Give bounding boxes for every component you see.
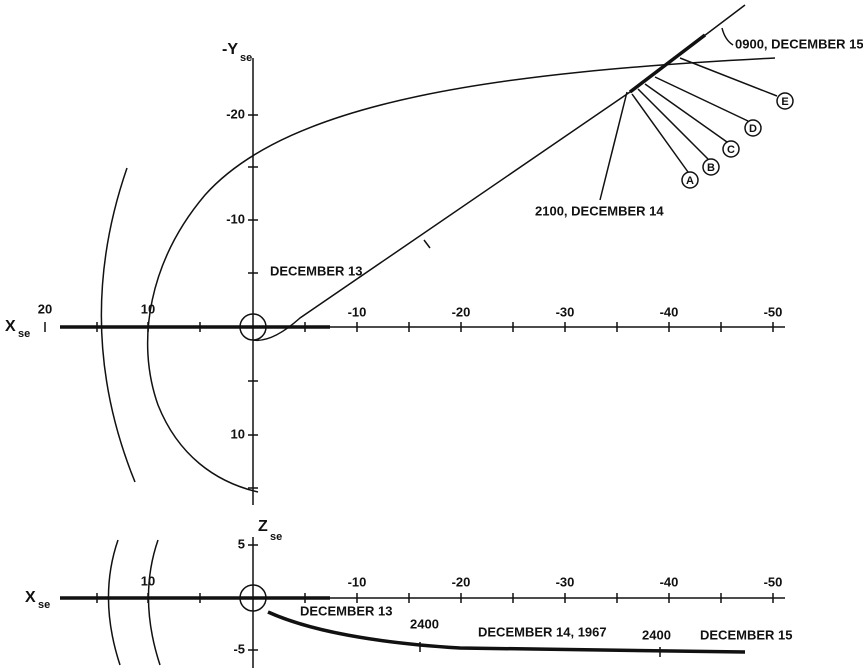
trajectory-thick xyxy=(628,33,707,94)
x-tick-label: 20 xyxy=(38,301,52,316)
x-axis-subscript: se xyxy=(18,328,30,340)
marker: D xyxy=(749,123,757,135)
y-tick-label: 10 xyxy=(231,426,245,441)
marker: C xyxy=(727,144,735,156)
top-plot: A B C D E X se -Y se 20 10 -10 -20 -30 -… xyxy=(5,4,863,505)
ticks xyxy=(96,544,774,657)
annotation: 2400 xyxy=(642,627,671,642)
marker: E xyxy=(781,96,788,108)
annotation: DECEMBER 15 xyxy=(700,627,792,642)
bottom-plot: X se Z se 10 -10 -20 -30 -40 -50 5 -5 DE… xyxy=(25,518,792,668)
annotation: DECEMBER 14, 1967 xyxy=(478,624,607,639)
x-tick-label: -10 xyxy=(348,304,367,319)
x-tick-label: -50 xyxy=(764,304,783,319)
annotation: DECEMBER 13 xyxy=(300,603,392,618)
lunar-path xyxy=(146,57,776,493)
marker-circles xyxy=(681,92,794,189)
marker: A xyxy=(686,175,694,187)
annotation: 2100, DECEMBER 14 xyxy=(535,203,664,218)
outer-arc xyxy=(100,167,136,483)
earth-circle xyxy=(239,584,267,612)
annotation: DECEMBER 13 xyxy=(270,263,362,278)
annotation: 2400 xyxy=(410,616,439,631)
x-tick-label: -40 xyxy=(660,574,679,589)
z-tick-label: -5 xyxy=(233,641,245,656)
annotation: 0900, DECEMBER 15 xyxy=(735,36,863,51)
x-tick-label: -20 xyxy=(452,304,471,319)
y-axis-subscript: se xyxy=(240,52,252,64)
x-tick-label: 10 xyxy=(141,301,155,316)
x-tick-label: -20 xyxy=(452,574,471,589)
x-tick-label: -30 xyxy=(556,304,575,319)
trajectory xyxy=(252,4,746,342)
x-tick-label: -10 xyxy=(348,574,367,589)
x-tick-label: -50 xyxy=(764,574,783,589)
x-axis-label: X xyxy=(25,589,36,606)
arc xyxy=(107,539,121,666)
y-axis-label: -Y xyxy=(222,41,238,58)
x-tick-label: -30 xyxy=(556,574,575,589)
ticks xyxy=(44,114,774,489)
arc xyxy=(147,539,161,666)
marker: B xyxy=(707,162,715,174)
z-tick-label: 5 xyxy=(238,536,245,551)
x-tick-label: -40 xyxy=(660,304,679,319)
z-axis-subscript: se xyxy=(270,531,282,543)
y-tick-label: -10 xyxy=(226,211,245,226)
trajectory-tick xyxy=(423,239,431,249)
trajectory xyxy=(267,610,746,654)
x-tick-label: 10 xyxy=(141,573,155,588)
x-axis-subscript: se xyxy=(38,599,50,611)
y-tick-label: -20 xyxy=(226,106,245,121)
z-axis-label: Z xyxy=(258,518,268,535)
marker-leaders xyxy=(599,27,778,201)
x-axis-label: X xyxy=(5,318,16,335)
